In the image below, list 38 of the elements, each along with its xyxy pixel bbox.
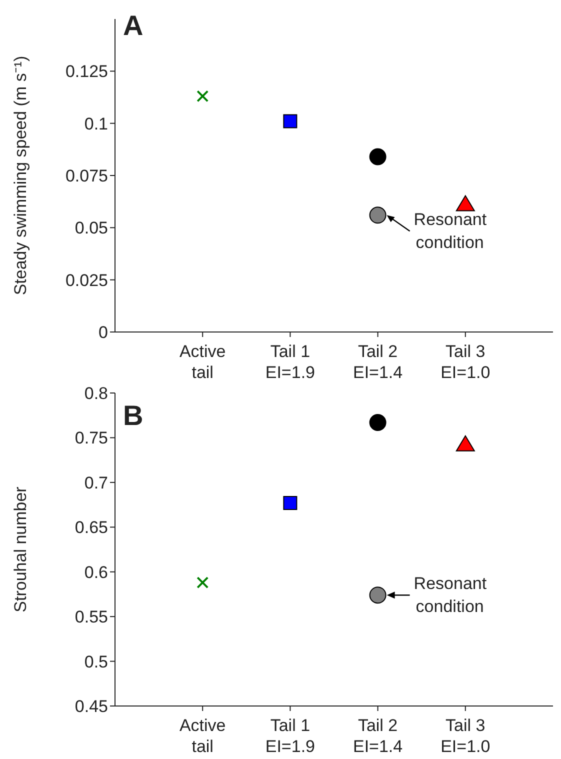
y-tick-label: 0.55 (74, 608, 108, 627)
point (369, 414, 386, 432)
y-tick-label: 0.1 (84, 114, 108, 134)
y-tick-label: 0.7 (84, 473, 108, 492)
point (369, 586, 386, 604)
y-tick-label: 0 (98, 323, 108, 342)
x-tick-label: Active tail (179, 342, 226, 382)
x-tick-label: Tail 2 EI=1.4 (352, 716, 403, 756)
y-tick-label: 0.75 (74, 428, 108, 448)
y-axis-title: Strouhal number (11, 486, 30, 612)
y-tick-label: 0.025 (65, 270, 108, 290)
point (456, 435, 475, 452)
y-tick-label: 0.075 (65, 166, 108, 186)
x-tick-label: Active tail (179, 716, 226, 756)
point (283, 114, 298, 128)
chart-title: B (123, 400, 144, 432)
y-tick-label: 0.45 (74, 697, 108, 716)
y-tick-label: 0.8 (84, 384, 108, 404)
x-tick-label: Tail 3 EI=1.0 (440, 342, 490, 382)
y-tick-label: 0.125 (65, 62, 108, 82)
point (369, 206, 386, 224)
y-tick-label: 0.05 (74, 218, 108, 238)
annotation: Resonant condition (414, 210, 487, 252)
x-tick-label: Tail 2 EI=1.4 (352, 342, 403, 382)
point (456, 195, 475, 212)
point (283, 496, 298, 510)
y-tick-label: 0.5 (84, 652, 108, 672)
x-tick-label: Tail 3 EI=1.0 (440, 716, 490, 756)
y-tick-label: 0.65 (74, 518, 108, 538)
y-tick-label: 0.6 (84, 562, 108, 582)
point (196, 576, 209, 589)
point (196, 90, 209, 102)
point (369, 148, 386, 166)
x-tick-label: Tail 1 EI=1.9 (265, 342, 316, 382)
annotation: Resonant condition (414, 574, 487, 616)
x-tick-label: Tail 1 EI=1.9 (265, 716, 316, 756)
chart-title: A (123, 10, 144, 42)
y-axis-title: Steady swimming speed (m s⁻¹) (11, 56, 30, 296)
